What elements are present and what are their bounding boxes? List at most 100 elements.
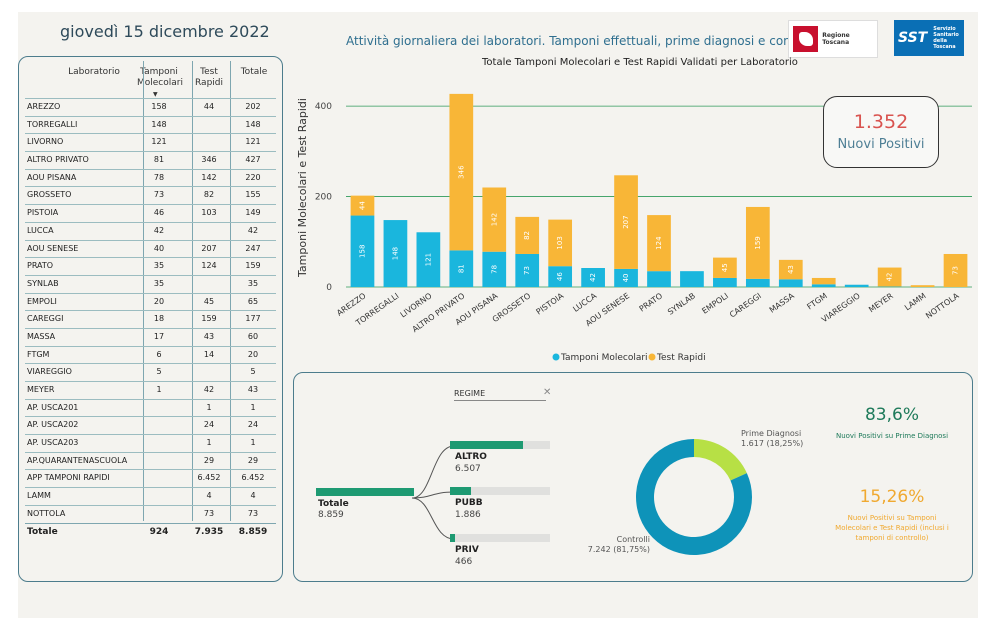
table-row[interactable]: PRATO 35 124 159: [25, 257, 276, 275]
tree-root-label: Totale: [318, 499, 349, 509]
bar-tamponi-molecolari: [548, 266, 573, 287]
cell-tot: 247: [245, 243, 261, 253]
regione-toscana-logo: Regione Toscana: [788, 20, 878, 58]
tree-node-value: 6.507: [455, 464, 481, 474]
cell-lab: APP TAMPONI RAPIDI: [27, 473, 110, 483]
table-row[interactable]: SYNLAB 35 35: [25, 274, 276, 293]
x-tick-label: LUCCA: [571, 291, 598, 314]
header-tamponi-molecolari[interactable]: Tamponi Molecolari: [137, 67, 183, 88]
bar-data-label: 142: [490, 213, 498, 226]
table-row[interactable]: CAREGGI 18 159 177: [25, 310, 276, 328]
cell-mol: 6: [156, 349, 162, 359]
table-row[interactable]: VIAREGGIO 5 5: [25, 363, 276, 381]
kpi-label: Nuovi Positivi su Tamponi Molecolari e T…: [835, 514, 949, 542]
bar-test-rapidi: [449, 93, 474, 251]
table-row[interactable]: AOU SENESE 40 207 247: [25, 239, 276, 258]
cell-lab: PISTOIA: [27, 208, 59, 218]
bar-data-label: 121: [424, 253, 432, 266]
table-total-row[interactable]: Totale 924 7.935 8.859: [25, 522, 276, 542]
sort-desc-icon[interactable]: ▼: [153, 91, 158, 98]
bar-tamponi-molecolari: [778, 279, 803, 287]
bar-data-label: 124: [655, 236, 663, 250]
cell-mol: 35: [153, 278, 165, 288]
bar-test-rapidi: [778, 259, 803, 280]
donut-label-prime-diagnosi: Prime Diagnosi 1.617 (18,25%): [741, 429, 803, 449]
cell-tot: 20: [247, 349, 259, 359]
nuovi-positivi-card: 1.352 Nuovi Positivi: [823, 96, 939, 168]
tree-node-label: PRIV: [455, 545, 479, 555]
table-row[interactable]: AP. USCA201 1 1: [25, 398, 276, 417]
cell-tot: 148: [245, 119, 261, 129]
cell-rap: 124: [201, 261, 217, 271]
table-row[interactable]: GROSSETO 73 82 155: [25, 186, 276, 204]
table-row[interactable]: TORREGALLI 148 148: [25, 115, 276, 134]
bar-tamponi-molecolari: [383, 220, 408, 287]
cell-lab: LAMM: [27, 491, 51, 501]
cell-rap: 14: [203, 349, 215, 359]
table-row[interactable]: LAMM 4 4: [25, 487, 276, 505]
donut-slice-prime-diagnosi[interactable]: [694, 439, 747, 481]
bar-data-label: 103: [556, 236, 564, 249]
table-row[interactable]: MASSA 17 43 60: [25, 327, 276, 346]
cell-tot: 73: [247, 508, 259, 518]
x-tick-label: FTGM: [805, 291, 829, 311]
cell-tot: 65: [247, 296, 259, 306]
header-test-rapidi[interactable]: Test Rapidi: [195, 67, 223, 88]
table-header: Laboratorio Tamponi Molecolari Test Rapi…: [19, 57, 282, 98]
table-row[interactable]: EMPOLI 20 45 65: [25, 292, 276, 311]
cell-mol: 78: [153, 172, 165, 182]
cell-tot: 35: [247, 278, 259, 288]
x-tick-label: PISTOIA: [535, 291, 566, 317]
table-row[interactable]: NOTTOLA 73 73: [25, 504, 276, 523]
header-laboratorio[interactable]: Laboratorio: [68, 67, 120, 77]
tree-root-bar[interactable]: [316, 488, 414, 496]
tree-root-value: 8.859: [318, 510, 344, 520]
bar-data-label: 207: [622, 215, 630, 228]
report-date: giovedì 15 dicembre 2022: [60, 22, 270, 41]
table-row[interactable]: AP. USCA203 1 1: [25, 434, 276, 452]
tree-node-bar[interactable]: [450, 487, 550, 495]
table-row[interactable]: LIVORNO 121 121: [25, 133, 276, 151]
table-row[interactable]: MEYER 1 42 43: [25, 381, 276, 399]
bar-test-rapidi: [614, 175, 638, 269]
chart-title: Totale Tamponi Molecolari e Test Rapidi …: [482, 57, 798, 68]
bar-test-rapidi: [482, 187, 507, 252]
cell-mol: 18: [153, 314, 165, 324]
cell-mol: 20: [153, 296, 165, 306]
cell-lab: LIVORNO: [27, 137, 64, 147]
tree-node-bar[interactable]: [450, 441, 550, 449]
table-row[interactable]: AP. USCA202 24 24: [25, 416, 276, 434]
column-divider: [230, 61, 231, 521]
regime-header[interactable]: REGIME: [454, 389, 546, 401]
bar-tamponi-molecolari: [647, 271, 671, 287]
bar-data-label: 40: [622, 273, 630, 282]
header-totale[interactable]: Totale: [240, 67, 268, 77]
table-row[interactable]: AOU PISANA 78 142 220: [25, 168, 276, 187]
kpi-positivi-prime-diagnosi: 83,6% Nuovi Positivi su Prime Diagnosi: [832, 405, 952, 441]
table-row[interactable]: APP TAMPONI RAPIDI 6.452 6.452: [25, 469, 276, 487]
table-row[interactable]: ALTRO PRIVATO 81 346 427: [25, 151, 276, 169]
cell-lab: AOU PISANA: [27, 172, 77, 182]
legend-entry: Test Rapidi: [656, 353, 706, 363]
table-row[interactable]: FTGM 6 14 20: [25, 345, 276, 364]
y-tick-label: 400: [315, 102, 332, 112]
table-row[interactable]: LUCCA 42 42: [25, 221, 276, 240]
cell-tot: 427: [245, 155, 261, 165]
tree-node-value: 466: [455, 557, 473, 567]
cell-tot: 29: [247, 455, 259, 465]
bar-tamponi-molecolari: [482, 251, 507, 287]
donut-slice-controlli[interactable]: [636, 439, 752, 555]
close-icon[interactable]: ✕: [543, 387, 552, 398]
y-axis-label: Tamponi Molecolari e Test Rapidi: [296, 98, 309, 278]
cell-tot: 42: [247, 225, 259, 235]
table-row[interactable]: AREZZO 158 44 202: [25, 98, 276, 116]
bar-tamponi-molecolari: [713, 277, 737, 287]
tree-node-bar[interactable]: [450, 534, 550, 542]
cell-tot: 202: [245, 102, 261, 111]
x-tick-label: CAREGGI: [728, 291, 763, 319]
table-row[interactable]: AP.QUARANTENASCUOLA 29 29: [25, 451, 276, 470]
cell-lab: AP. USCA202: [27, 420, 79, 430]
cell-rap: 44: [203, 102, 215, 111]
bar-data-label: 73: [952, 266, 960, 275]
table-row[interactable]: PISTOIA 46 103 149: [25, 204, 276, 222]
